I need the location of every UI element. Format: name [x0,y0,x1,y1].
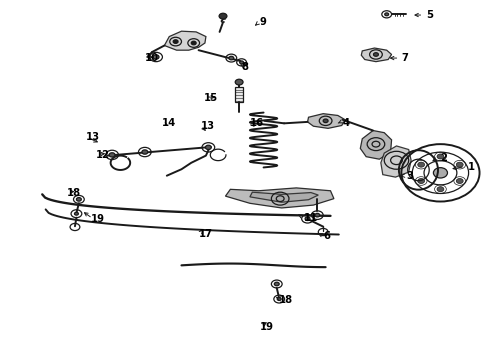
Text: 13: 13 [86,132,100,142]
Text: 5: 5 [426,10,433,20]
Text: 18: 18 [67,188,81,198]
Circle shape [240,61,244,64]
Circle shape [277,298,281,301]
Text: 14: 14 [162,118,176,128]
Circle shape [305,217,310,221]
Circle shape [109,153,115,157]
Circle shape [373,53,378,56]
Polygon shape [308,114,345,129]
Circle shape [235,79,243,85]
Circle shape [418,179,424,184]
Circle shape [173,40,178,43]
Circle shape [418,162,424,167]
Circle shape [74,212,78,215]
Text: 10: 10 [145,53,159,63]
Text: 15: 15 [203,93,218,103]
Polygon shape [361,48,392,62]
Circle shape [323,119,328,123]
Polygon shape [225,188,334,208]
Circle shape [456,179,463,184]
Circle shape [191,41,196,45]
Text: 9: 9 [260,17,267,27]
Polygon shape [235,87,243,102]
Circle shape [219,13,227,19]
Polygon shape [250,192,318,202]
Text: 11: 11 [304,213,318,222]
Text: 3: 3 [406,171,413,181]
Text: 19: 19 [260,322,273,332]
Circle shape [153,55,159,59]
Circle shape [385,13,389,16]
Text: 17: 17 [198,229,213,239]
Polygon shape [360,131,392,159]
Circle shape [205,145,211,149]
Polygon shape [381,146,411,177]
Circle shape [315,213,320,217]
Circle shape [434,168,447,178]
Text: 4: 4 [343,118,350,128]
Text: 13: 13 [201,121,215,131]
Text: 8: 8 [242,62,248,72]
Circle shape [456,162,463,167]
Text: 16: 16 [250,118,264,128]
Circle shape [142,150,148,154]
Circle shape [437,154,444,159]
Text: 6: 6 [323,231,330,240]
Text: 18: 18 [279,295,294,305]
Circle shape [76,198,81,201]
Circle shape [437,187,444,192]
Circle shape [274,282,279,286]
Polygon shape [164,31,206,50]
Text: 12: 12 [96,150,110,160]
Circle shape [229,56,234,60]
Text: 2: 2 [441,153,447,163]
Text: 19: 19 [91,215,105,224]
Text: 7: 7 [401,53,408,63]
Text: 1: 1 [467,162,474,172]
